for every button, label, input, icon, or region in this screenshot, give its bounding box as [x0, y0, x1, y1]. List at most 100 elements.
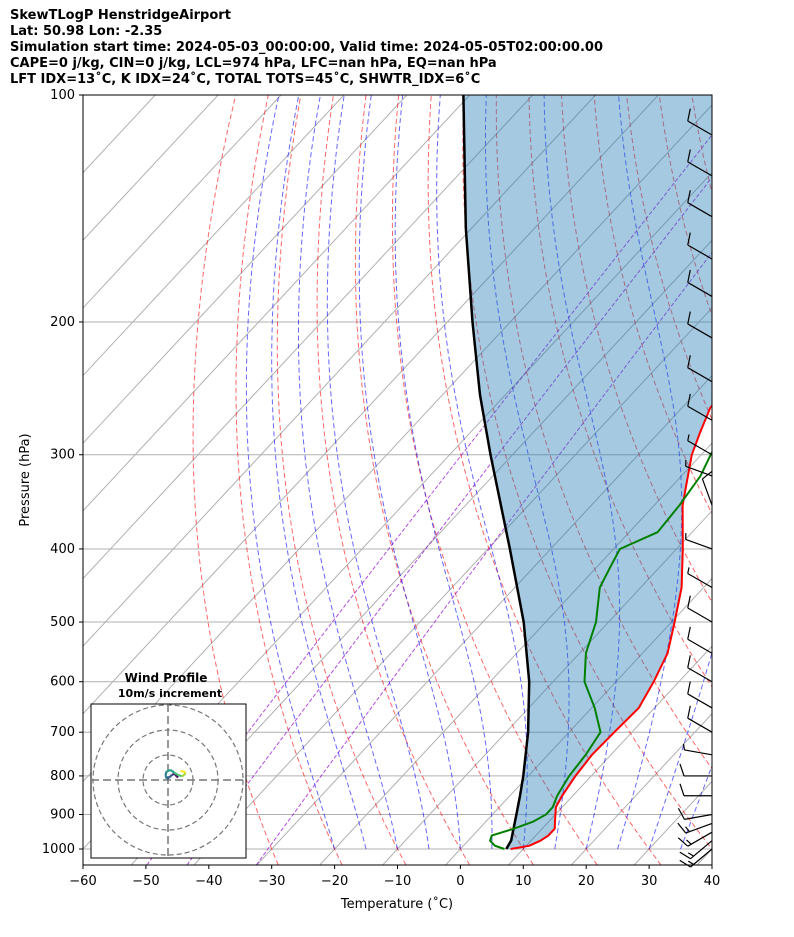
wind-barb-flag	[687, 149, 691, 162]
y-tick-label: 500	[50, 615, 75, 630]
wind-barb-flag	[687, 655, 691, 668]
dry-adiabat	[462, 95, 712, 850]
wind-barb	[687, 681, 713, 709]
wind-barb-staff	[687, 440, 713, 456]
isotherm-line	[83, 95, 659, 715]
y-tick-label: 1000	[42, 842, 75, 857]
dewpoint-profile-line	[488, 450, 712, 850]
dry-adiabat	[790, 95, 794, 865]
wind-barb-staff	[687, 638, 713, 654]
parcel-profile-line	[462, 95, 531, 850]
wind-barb-staff	[687, 281, 713, 297]
dry-adiabat	[427, 95, 662, 865]
wind-barb-staff	[687, 405, 713, 421]
wind-barb-staff	[685, 822, 713, 834]
wind-barb	[677, 807, 713, 820]
wind-barb-staff	[687, 717, 713, 733]
dry-adiabat	[316, 95, 471, 865]
moist-adiabat	[245, 95, 336, 850]
wind-barb-staff	[690, 848, 713, 868]
isotherm-line	[83, 95, 408, 444]
wind-barb-flag	[687, 860, 694, 865]
dry-adiabat	[276, 95, 407, 865]
wind-barb-flag	[682, 743, 686, 751]
moist-adiabat	[436, 95, 528, 850]
hodograph-segment	[169, 769, 175, 774]
wind-barb-flag	[687, 626, 691, 640]
wind-barb-flag	[687, 393, 691, 407]
dry-adiabat	[391, 95, 598, 865]
hodograph-segment	[171, 772, 175, 776]
wind-barb-flag	[679, 763, 685, 777]
y-tick-label: 700	[50, 725, 75, 740]
location-line: Lat: 50.98 Lon: -2.35	[10, 24, 163, 39]
isotherm-line	[319, 442, 712, 865]
axis-ticks: −60 −50 −40 −30 −20 −10 0 10 20 30 40 100 200 300 400 5…	[42, 88, 720, 889]
hodograph-segment	[182, 770, 186, 774]
chart-header: SkewTLogP HenstridgeAirport Lat: 50.98 L…	[10, 8, 603, 88]
dry-adiabat	[528, 95, 712, 688]
moist-adiabat	[543, 95, 621, 850]
wind-barb-flag	[687, 269, 691, 283]
y-tick-label: 600	[50, 675, 75, 690]
moist-adiabat	[711, 847, 712, 849]
x-tick-label: −40	[195, 874, 222, 889]
wind-barb-staff	[687, 693, 713, 709]
wind-barb-flag	[679, 783, 685, 796]
isotherm-line	[382, 510, 712, 865]
wind-barb	[685, 533, 713, 550]
wind-barb	[687, 108, 713, 136]
wind-barb	[687, 311, 713, 339]
x-tick-label: −20	[321, 874, 348, 889]
wind-barb-flag	[687, 852, 694, 857]
isotherm-line	[83, 95, 471, 512]
dry-adiabat	[757, 95, 794, 865]
wind-barb	[687, 705, 713, 733]
isotherm-line	[445, 577, 712, 865]
wind-barb-flag	[687, 595, 691, 609]
x-tick-label: −30	[258, 874, 285, 889]
moist-adiabat	[358, 95, 461, 850]
x-tick-label: 40	[704, 874, 721, 889]
wind-barb-staff	[687, 202, 713, 218]
wind-barb-flag	[685, 826, 690, 833]
x-tick-label: −10	[384, 874, 411, 889]
wind-barb-staff	[701, 478, 713, 506]
hodograph-plot	[91, 704, 246, 858]
wind-barb-staff	[687, 244, 713, 260]
y-tick-label: 100	[50, 88, 75, 103]
hodograph-segment	[166, 768, 171, 773]
wind-barb	[687, 567, 713, 589]
wind-barb-staff	[684, 813, 713, 820]
wind-barb-staff	[687, 573, 713, 589]
wind-barb-flag	[687, 232, 691, 246]
wind-barb	[682, 743, 713, 756]
y-tick-label: 900	[50, 807, 75, 822]
wind-barb-flag	[686, 839, 692, 845]
wind-barb-staff	[685, 465, 713, 477]
hodograph-segment	[177, 773, 183, 778]
wind-barb	[679, 840, 713, 860]
wind-barb	[687, 655, 713, 683]
hodograph-segment	[164, 770, 168, 776]
isotherm-line	[83, 95, 282, 309]
wind-barb-staff	[687, 607, 713, 623]
hodograph-segment	[181, 774, 185, 778]
index-line: LFT IDX=13˚C, K IDX=24˚C, TOTAL TOTS=45˚…	[10, 72, 481, 87]
wind-barb-staff	[687, 667, 713, 683]
wind-barb	[679, 763, 712, 777]
x-tick-label: −50	[132, 874, 159, 889]
y-tick-label: 800	[50, 769, 75, 784]
wind-barb-staff	[687, 323, 713, 339]
hodograph-inset: Wind Profile 10m/s increment	[90, 671, 247, 859]
wind-barb-staff	[687, 367, 713, 383]
wind-barb	[685, 459, 713, 477]
dry-adiabat	[235, 95, 343, 865]
isotherm-line	[256, 374, 712, 865]
wind-barb	[677, 831, 713, 847]
wind-barb-flag	[687, 108, 691, 122]
x-tick-label: 0	[456, 874, 464, 889]
wind-barb-flag	[679, 851, 691, 860]
wind-barb-flag	[679, 859, 691, 868]
